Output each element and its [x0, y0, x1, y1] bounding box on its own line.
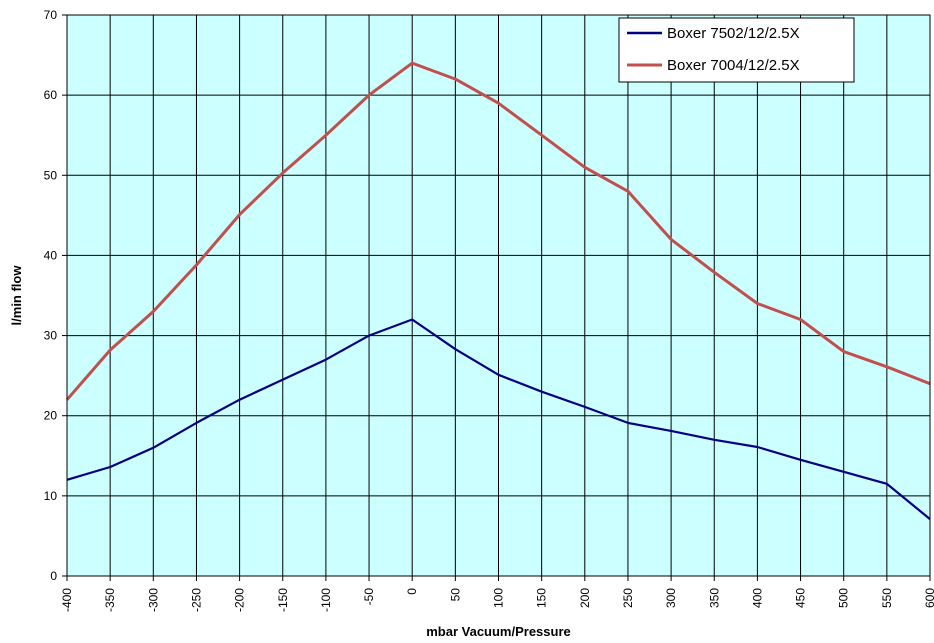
legend: Boxer 7502/12/2.5X Boxer 7004/12/2.5X [618, 17, 855, 83]
y-tick-label: 70 [44, 8, 58, 22]
x-tick-label: -100 [319, 588, 333, 612]
x-tick-label: 200 [578, 588, 592, 608]
y-tick-label: 60 [44, 88, 58, 102]
y-tick-labels: 0 10 20 30 40 50 60 70 [44, 8, 58, 583]
x-tick-label: 300 [664, 588, 678, 608]
x-tick-label: 600 [923, 588, 934, 608]
x-tick-label: -350 [103, 588, 117, 612]
x-tick-label: 450 [794, 588, 808, 608]
x-tick-label: 250 [621, 588, 635, 608]
x-tick-label: 50 [448, 588, 462, 602]
y-tick-label: 40 [44, 248, 58, 262]
series-line-1 [65, 61, 931, 401]
x-tick-label: -400 [60, 588, 74, 612]
x-axis-title: mbar Vacuum/Pressure [426, 624, 571, 639]
x-tick-label: 500 [837, 588, 851, 608]
legend-box [618, 17, 855, 83]
x-tick-label: 350 [707, 588, 721, 608]
x-tick-label: -300 [146, 588, 160, 612]
x-tick-label: -50 [362, 588, 376, 606]
series-lines [65, 61, 931, 520]
x-tick-label: -150 [276, 588, 290, 612]
y-tick-label: 20 [44, 409, 58, 423]
y-tick-label: 0 [50, 569, 57, 583]
x-tick-label: 0 [405, 588, 419, 595]
x-tick-label: 100 [492, 588, 506, 608]
series-line-0 [66, 318, 931, 520]
x-tick-label: 550 [880, 588, 894, 608]
x-tick-label: 150 [535, 588, 549, 608]
x-tick-label: 400 [750, 588, 764, 608]
y-axis-title: l/min flow [9, 265, 24, 326]
y-tick-label: 10 [44, 489, 58, 503]
x-tick-label: -250 [189, 588, 203, 612]
vertical-gridlines [66, 15, 931, 576]
legend-label-boxer-7004: Boxer 7004/12/2.5X [667, 57, 800, 74]
axes [62, 14, 931, 581]
y-tick-label: 30 [44, 329, 58, 343]
x-tick-labels: -400 -350 -300 -250 -200 -150 -100 -50 0 50 100 150… [60, 588, 934, 612]
x-tick-label: -200 [233, 588, 247, 612]
y-tick-label: 50 [44, 168, 58, 182]
legend-label-boxer-7502: Boxer 7502/12/2.5X [667, 25, 800, 42]
